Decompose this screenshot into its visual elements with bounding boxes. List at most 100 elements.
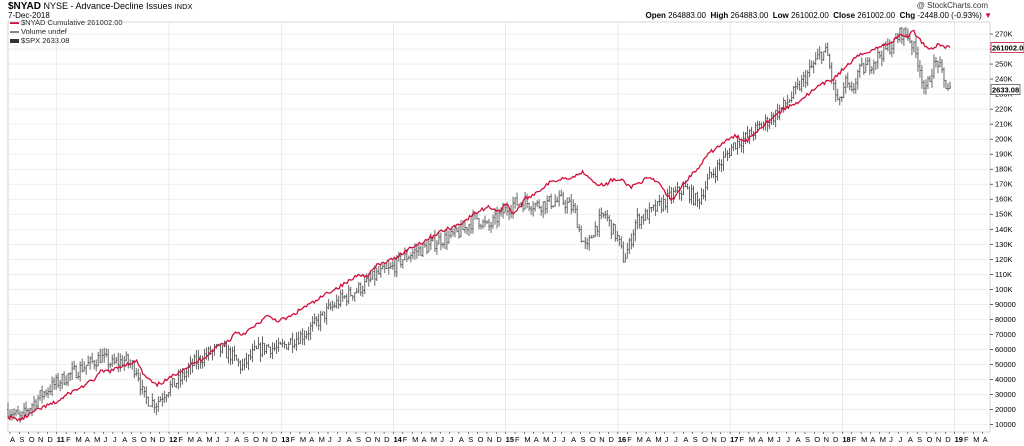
x-tick-label: 18 — [842, 435, 850, 444]
x-tick-label: M — [319, 435, 325, 444]
legend-item-ad: $NYAD Cumulative 261002.00 — [10, 18, 123, 27]
x-tick-label: A — [10, 435, 15, 444]
x-tick-label: M — [655, 435, 661, 444]
x-tick-label: D — [384, 435, 390, 444]
y-tick-label: 30000 — [995, 390, 1016, 399]
y-tick-label: 100K — [995, 285, 1013, 294]
x-tick-label: J — [450, 435, 454, 444]
x-tick-label: F — [964, 435, 969, 444]
y-tick-label: 200K — [995, 135, 1013, 144]
legend-label: $NYAD Cumulative 261002.00 — [21, 18, 123, 27]
legend-label: Volume undef — [21, 27, 67, 36]
x-tick-label: M — [188, 435, 194, 444]
x-tick-label: N — [824, 435, 829, 444]
x-tick-label: M — [431, 435, 437, 444]
x-tick-label: 16 — [618, 435, 626, 444]
x-tick-label: S — [693, 435, 698, 444]
x-tick-label: M — [206, 435, 212, 444]
x-tick-label: M — [300, 435, 306, 444]
y-tick-label: 20000 — [995, 405, 1016, 414]
chg-label: Chg — [899, 11, 916, 20]
low-value: 261002.00 — [790, 11, 829, 20]
x-tick-label: M — [412, 435, 418, 444]
y-tick-label: 150K — [995, 210, 1013, 219]
x-tick-label: M — [524, 435, 530, 444]
x-tick-label: 19 — [955, 435, 963, 444]
low-label: Low — [772, 11, 789, 20]
x-tick-label: J — [898, 435, 902, 444]
x-tick-label: M — [973, 435, 979, 444]
x-tick-label: N — [150, 435, 155, 444]
legend-item-volume: Volume undef — [10, 27, 123, 36]
x-tick-label: O — [927, 435, 933, 444]
legend-swatch-ad — [10, 21, 19, 24]
x-tick-label: O — [814, 435, 820, 444]
x-tick-label: J — [552, 435, 556, 444]
x-tick-label: S — [19, 435, 24, 444]
x-tick-label: A — [908, 435, 913, 444]
x-tick-label: O — [141, 435, 147, 444]
legend-item-spx: $SPX 2633.08 — [10, 36, 123, 45]
x-tick-label: O — [702, 435, 708, 444]
x-tick-label: M — [637, 435, 643, 444]
x-tick-label: A — [234, 435, 239, 444]
y-tick-label: 170K — [995, 180, 1013, 189]
x-tick-label: M — [880, 435, 886, 444]
high-value: 264883.00 — [730, 11, 769, 20]
chart-legend: $NYAD Cumulative 261002.00 Volume undef … — [10, 18, 123, 45]
x-tick-label: N — [375, 435, 380, 444]
x-tick-label: D — [496, 435, 502, 444]
x-tick-label: J — [786, 435, 790, 444]
y-tick-label: 110K — [995, 270, 1012, 279]
x-tick-label: S — [132, 435, 137, 444]
x-tick-label: F — [852, 435, 857, 444]
y-tick-label: 220K — [995, 105, 1013, 114]
x-tick-label: M — [543, 435, 549, 444]
legend-swatch-volume — [10, 30, 19, 33]
ohlc-bar: Open 264883.00 High 264883.00 Low 261002… — [645, 11, 992, 21]
x-tick-label: F — [178, 435, 183, 444]
legend-swatch-spx — [10, 38, 19, 43]
x-tick-label: J — [337, 435, 341, 444]
open-label: Open — [645, 11, 666, 20]
x-tick-label: A — [122, 435, 127, 444]
chg-value: -2448.00 (-0.93%) — [917, 11, 982, 20]
x-tick-label: A — [85, 435, 90, 444]
x-tick-label: A — [796, 435, 801, 444]
description: NYSE - Advance-Decline Issues — [43, 1, 173, 11]
x-tick-label: 12 — [169, 435, 177, 444]
x-tick-label: S — [917, 435, 922, 444]
x-tick-label: S — [805, 435, 810, 444]
x-tick-label: F — [515, 435, 520, 444]
chart-date: 7-Dec-2018 — [8, 11, 50, 20]
spx-last-tag-box — [990, 84, 1021, 95]
x-tick-label: 15 — [506, 435, 514, 444]
x-tick-label: 11 — [57, 435, 65, 444]
y-tick-label: 240K — [995, 75, 1013, 84]
chg-down-icon: ▼ — [984, 11, 992, 20]
y-tick-label: 50000 — [995, 360, 1016, 369]
grid — [7, 21, 991, 433]
x-tick-label: J — [777, 435, 781, 444]
y-tick-label: 60000 — [995, 345, 1016, 354]
last-value-tags: 261002.00 2633.08 — [990, 42, 1024, 95]
x-tick-label: A — [459, 435, 464, 444]
close-value: 261002.00 — [857, 11, 896, 20]
x-tick-label: 14 — [393, 435, 402, 444]
x-tick-label: M — [749, 435, 755, 444]
x-tick-label: J — [225, 435, 229, 444]
x-tick-label: A — [309, 435, 314, 444]
high-label: High — [710, 11, 729, 20]
legend-label: $SPX 2633.08 — [21, 36, 70, 45]
x-tick-label: S — [580, 435, 585, 444]
x-tick-label: N — [263, 435, 268, 444]
x-tick-label: J — [104, 435, 108, 444]
x-tick-label: M — [94, 435, 100, 444]
y-tick-label: 120K — [995, 255, 1013, 264]
y-tick-label: 140K — [995, 225, 1013, 234]
y-tick-label: 70000 — [995, 330, 1016, 339]
plot-frame — [7, 21, 991, 433]
x-tick-label: S — [468, 435, 473, 444]
x-tick-label: A — [571, 435, 576, 444]
x-tick-label: O — [590, 435, 596, 444]
